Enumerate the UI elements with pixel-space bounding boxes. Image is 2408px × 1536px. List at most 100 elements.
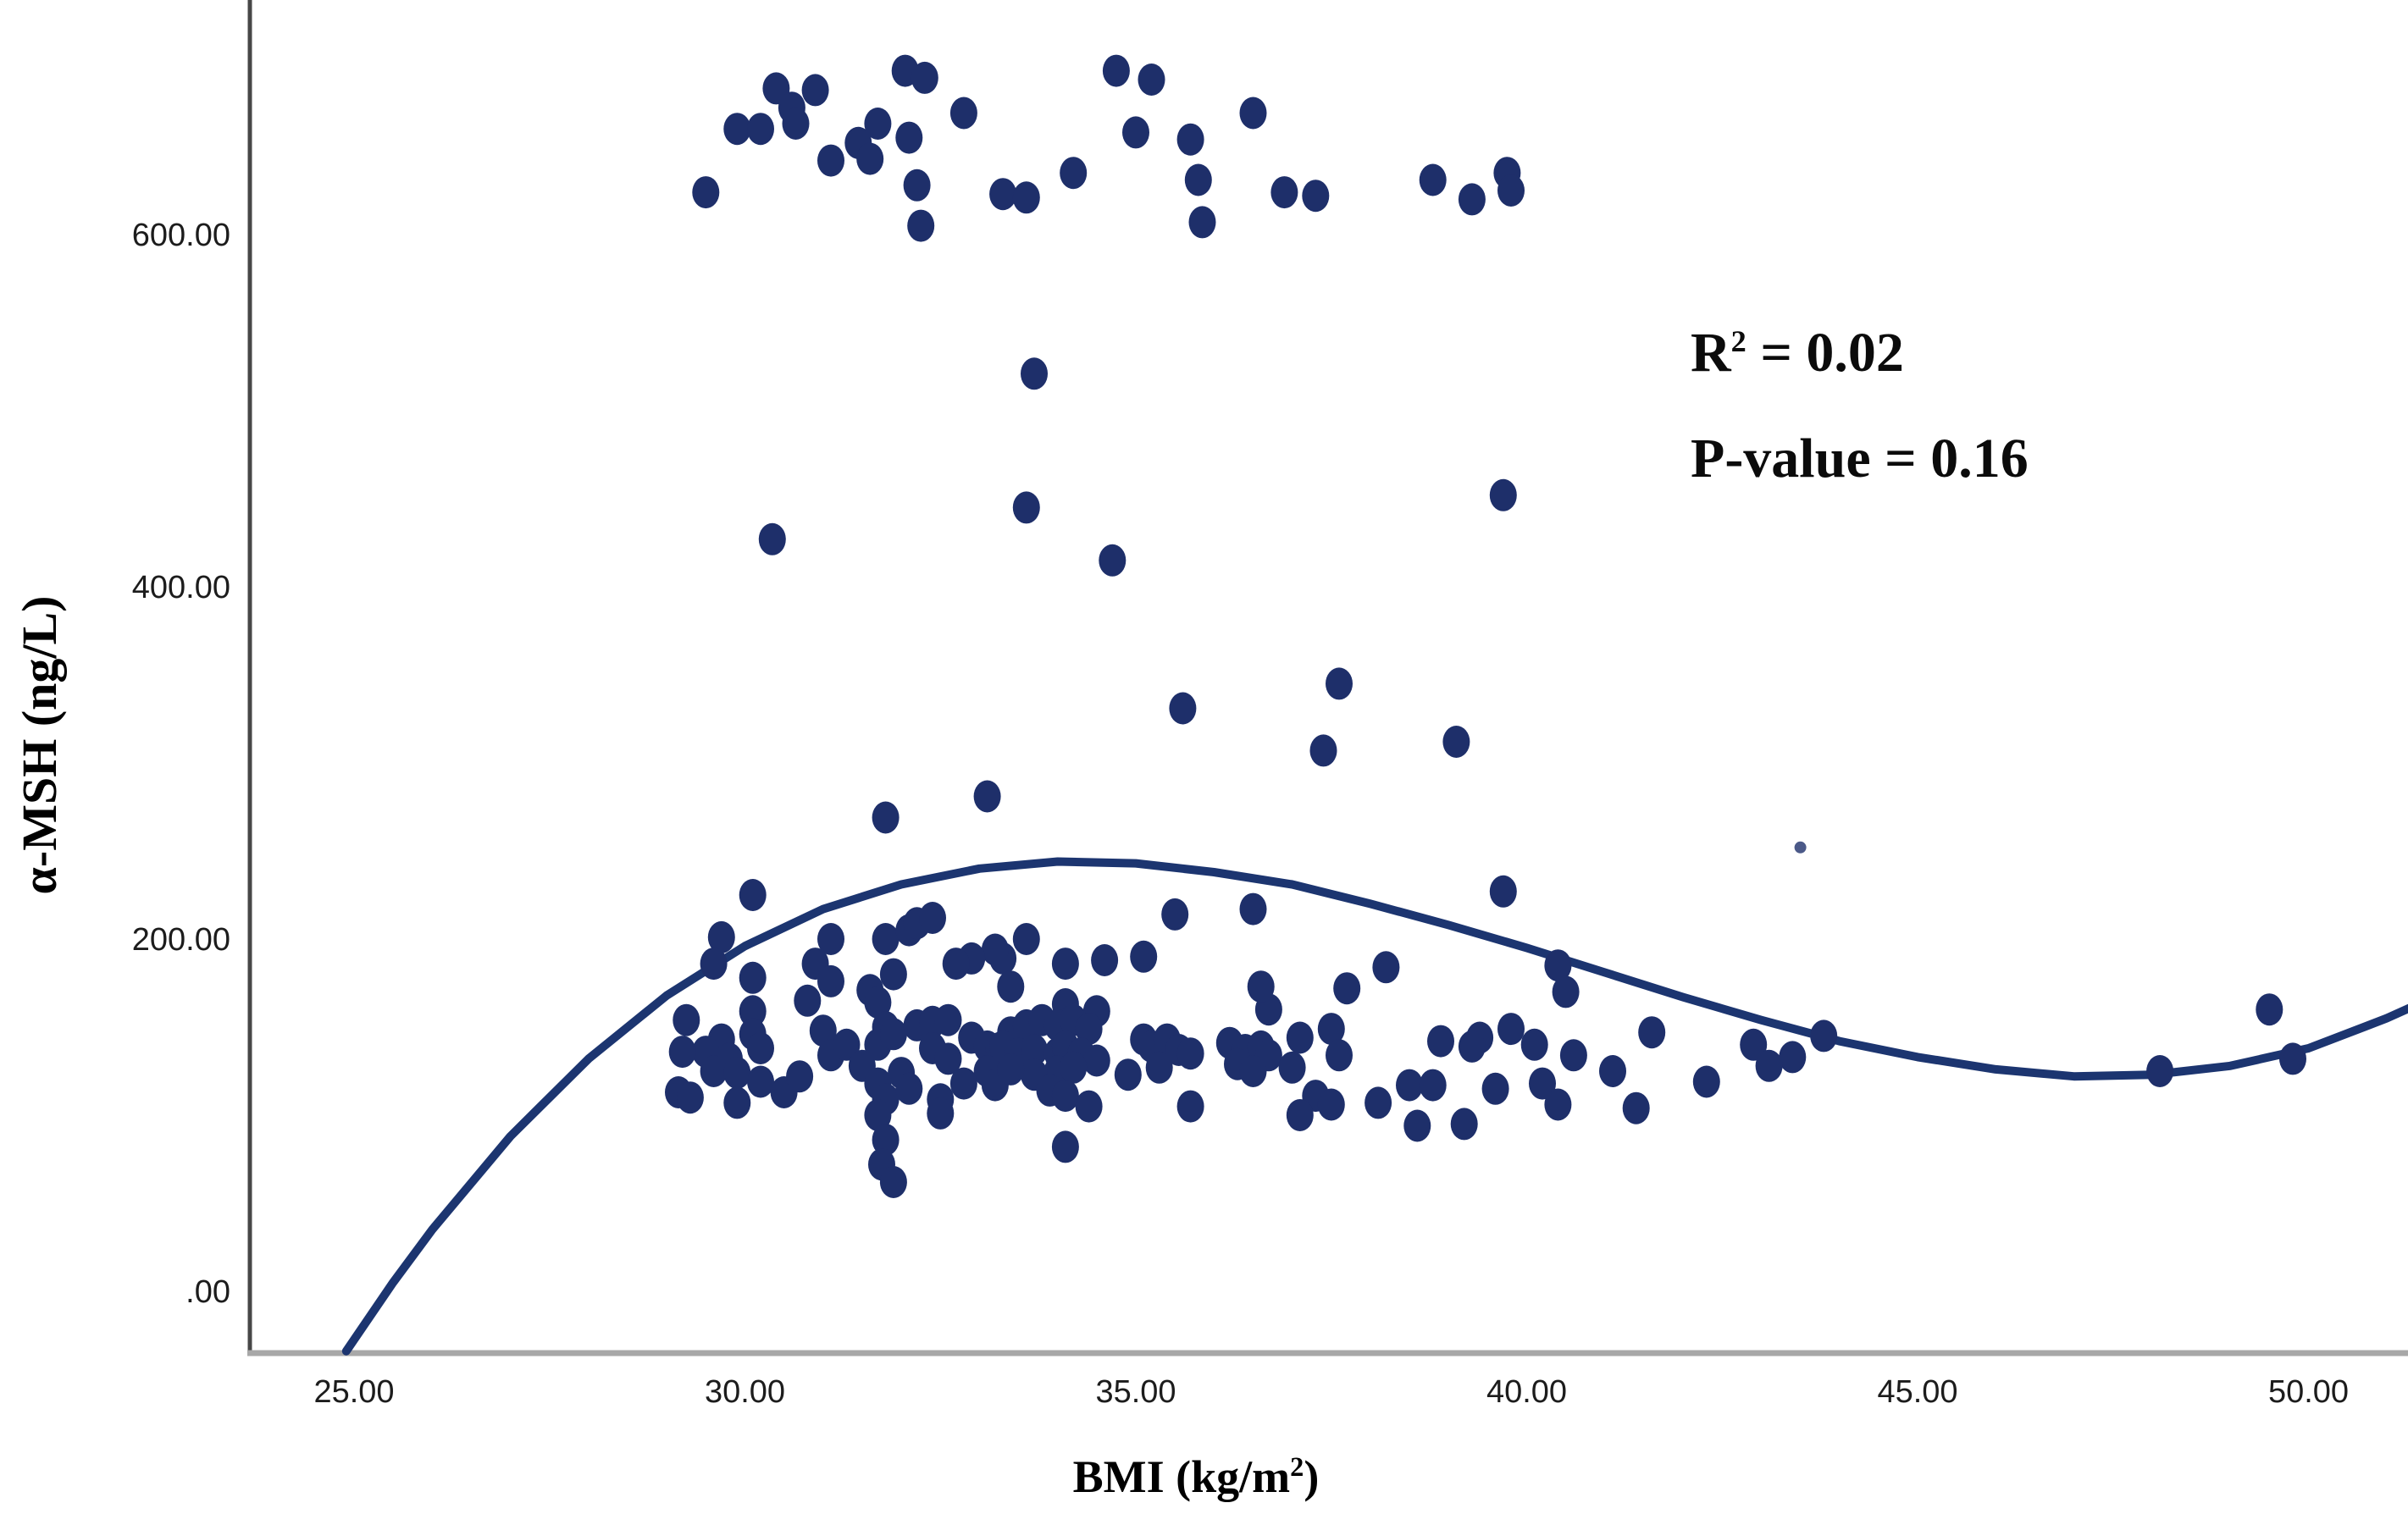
data-point [1552, 975, 1580, 1008]
data-point [934, 1003, 962, 1036]
data-point [1286, 1021, 1314, 1054]
data-point [981, 933, 1009, 966]
data-point [1278, 1051, 1306, 1084]
data-point [949, 97, 977, 130]
data-point [739, 961, 767, 994]
y-tick-label: 200.00 [132, 922, 230, 958]
data-point [723, 1057, 751, 1090]
data-point [879, 1018, 907, 1051]
data-point [1021, 1034, 1048, 1066]
data-point [1458, 1030, 1486, 1063]
data-point [864, 1099, 892, 1131]
data-point [676, 1081, 704, 1114]
data-point [1529, 1067, 1556, 1100]
data-point [1326, 667, 1353, 700]
small-data-point [1794, 841, 1807, 854]
data-point [1317, 1013, 1345, 1046]
data-point [1559, 1039, 1587, 1072]
data-point [673, 1003, 700, 1036]
data-point [1051, 1080, 1079, 1113]
data-point [692, 176, 720, 209]
data-point [1102, 54, 1130, 87]
data-point [895, 121, 923, 154]
data-point [1091, 944, 1119, 976]
data-point [794, 984, 822, 1017]
data-point [747, 113, 774, 146]
data-point [1497, 1013, 1525, 1046]
data-point [700, 948, 728, 981]
data-point [942, 948, 970, 981]
data-point [1419, 163, 1447, 196]
data-point [864, 986, 892, 1019]
data-point [872, 1124, 900, 1157]
data-point [1138, 64, 1165, 96]
data-point [1060, 157, 1088, 190]
data-point [1365, 1086, 1392, 1119]
data-point [1082, 1044, 1110, 1077]
data-point [856, 142, 884, 175]
data-point [903, 169, 931, 202]
data-point [786, 1060, 814, 1093]
data-point [1145, 1051, 1173, 1084]
data-point [817, 964, 844, 997]
data-point [1012, 491, 1040, 524]
data-point [2256, 993, 2283, 1026]
data-point [1075, 1013, 1103, 1046]
x-tick-label: 25.00 [313, 1374, 394, 1410]
data-point [1122, 116, 1149, 149]
fit-curve-line [341, 857, 2408, 1356]
data-point [1302, 180, 1330, 213]
data-point [817, 923, 844, 955]
data-point [2146, 1055, 2174, 1087]
data-point [723, 113, 751, 146]
data-point [1051, 948, 1079, 981]
x-axis-title-close: ) [1304, 1451, 1320, 1502]
data-point [949, 1067, 977, 1100]
data-point [895, 1072, 923, 1105]
data-point [1396, 1069, 1423, 1102]
data-point [1740, 1028, 1768, 1061]
data-point [1060, 1051, 1088, 1084]
data-point [817, 144, 844, 177]
data-point [747, 1065, 774, 1098]
data-point [1188, 206, 1216, 239]
data-point [919, 902, 946, 934]
y-tick-label: 400.00 [132, 570, 230, 605]
x-axis-title-superscript: 2 [1290, 1452, 1304, 1483]
data-point [700, 1055, 728, 1087]
data-point [1239, 892, 1267, 925]
x-axis-title-text: BMI (kg/m [1072, 1451, 1291, 1502]
data-point [864, 108, 892, 140]
data-point [1403, 1109, 1431, 1142]
data-point [782, 108, 810, 140]
data-point [758, 522, 786, 555]
data-point [1075, 1090, 1103, 1123]
data-point [997, 1053, 1025, 1086]
data-point [989, 178, 1017, 211]
data-point [1692, 1065, 1720, 1098]
data-point [1161, 898, 1189, 931]
data-point [1317, 1088, 1345, 1121]
x-tick-label: 35.00 [1095, 1374, 1176, 1410]
data-point [1544, 1088, 1572, 1121]
x-tick-label: 40.00 [1486, 1374, 1567, 1410]
data-point [934, 1042, 962, 1075]
data-point [1372, 951, 1400, 984]
data-point [833, 1028, 861, 1061]
r-squared-symbol: R [1691, 322, 1731, 384]
data-point [1442, 726, 1470, 758]
data-point [1012, 923, 1040, 955]
data-point [707, 920, 735, 953]
data-point [1326, 1039, 1353, 1072]
data-point [907, 209, 935, 242]
data-point [2279, 1042, 2306, 1075]
data-point [1286, 1099, 1314, 1131]
data-point [1012, 181, 1040, 214]
data-point [668, 1036, 696, 1069]
data-point [879, 1166, 907, 1198]
data-point [1638, 1016, 1666, 1049]
r-squared-value: = 0.02 [1746, 322, 1904, 384]
data-point [872, 923, 900, 955]
data-point [1309, 734, 1337, 767]
